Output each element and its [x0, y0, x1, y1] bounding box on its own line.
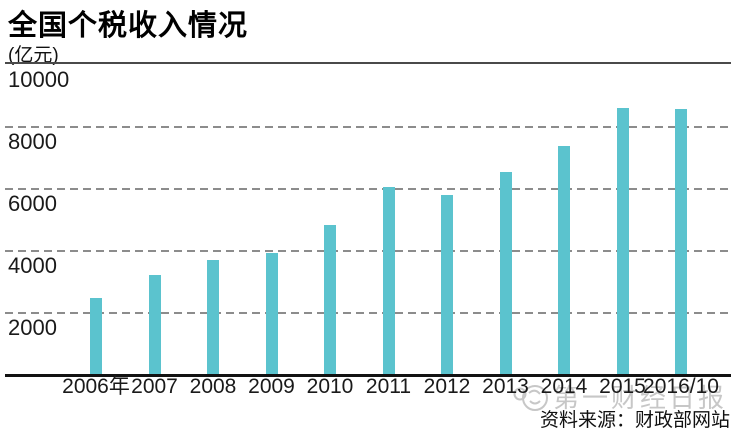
y-tick-label: 4000 — [8, 253, 57, 278]
x-tick-label-2012: 2012 — [423, 375, 471, 398]
gridline-2000 — [5, 312, 731, 314]
y-tick-label: 6000 — [8, 191, 57, 216]
gridline-4000 — [5, 250, 731, 252]
gridline-8000 — [5, 126, 731, 128]
source-label: 资料来源：财政部网站 — [539, 410, 730, 431]
bar-2011 — [382, 187, 395, 374]
bar-2016/10 — [675, 109, 687, 374]
bar-2014 — [558, 146, 570, 374]
x-tick-label-2013: 2013 — [482, 375, 529, 398]
x-tick-label-2009: 2009 — [248, 375, 295, 398]
bar-2008 — [207, 260, 219, 374]
x-tick-label-2011: 2011 — [365, 375, 412, 398]
bar-2010 — [324, 225, 336, 374]
bar-2009 — [265, 253, 278, 374]
y-tick-label: 2000 — [8, 315, 57, 340]
cbn-logo-icon — [513, 385, 548, 411]
y-axis-unit-label: (亿元) — [8, 45, 59, 66]
x-tick-label-2008: 2008 — [189, 375, 237, 398]
x-tick-label-2007: 2007 — [131, 375, 178, 398]
x-axis-labels: 2006年 2007 2008 2009 2010 2011 2012 2013 2014 201… — [0, 374, 734, 402]
bar-2012 — [441, 195, 453, 374]
x-tick-label-2014: 2014 — [540, 375, 588, 398]
x-tick-label-2006年: 2006年 — [62, 375, 130, 398]
bar-2015 — [616, 108, 629, 374]
x-tick-label-2010: 2010 — [306, 375, 354, 398]
bar-2013 — [499, 172, 512, 374]
bar-2007 — [148, 275, 161, 374]
watermark-text: 第一财经日报 — [553, 382, 728, 413]
chart-title: 全国个税收入情况 — [8, 10, 249, 42]
plot-area: 2000 4000 6000 8000 10000 — [5, 62, 731, 377]
bar-2006年 — [90, 298, 102, 374]
x-tick-label-2015: 2015 — [599, 375, 646, 398]
gridline-6000 — [5, 188, 731, 190]
x-tick-label-2016/10: 2016/10 — [643, 375, 719, 398]
y-tick-label: 10000 — [8, 67, 70, 92]
y-tick-label: 8000 — [8, 129, 57, 154]
watermark: 第一财经日报 — [512, 381, 727, 414]
